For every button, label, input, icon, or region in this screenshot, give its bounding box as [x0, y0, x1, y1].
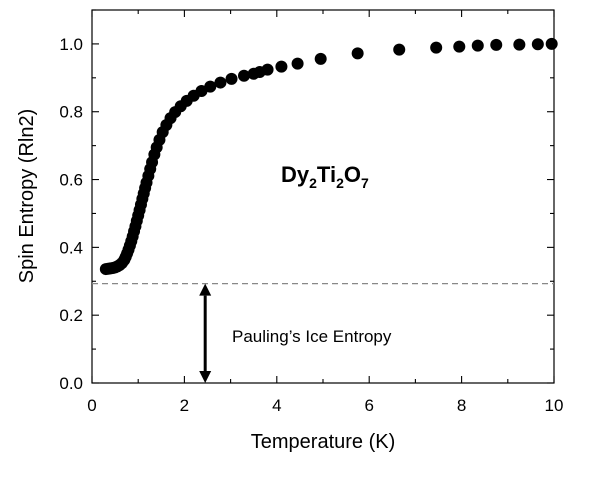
- x-tick-label: 0: [87, 396, 96, 415]
- y-axis-label: Spin Entropy (Rln2): [16, 109, 38, 284]
- compound-sub-3: 7: [361, 175, 369, 191]
- data-point: [453, 40, 466, 53]
- data-point: [225, 72, 238, 85]
- y-tick-label: 0.8: [59, 103, 83, 122]
- axis-tick-labels: 0 2 4 6 8 10 0.0 0.2 0.4 0.6 0.8 1.0: [59, 35, 563, 415]
- compound-sub-2: 2: [336, 175, 344, 191]
- data-point: [314, 52, 327, 65]
- y-tick-label: 1.0: [59, 35, 83, 54]
- axis-ticks: [91, 9, 555, 384]
- data-point: [204, 80, 217, 93]
- data-point: [513, 38, 526, 51]
- data-point: [393, 43, 406, 56]
- x-tick-label: 2: [180, 396, 189, 415]
- y-tick-label: 0.0: [59, 374, 83, 393]
- y-tick-label: 0.2: [59, 306, 83, 325]
- data-point: [490, 38, 503, 51]
- data-points: [99, 37, 558, 276]
- compound-ti: Ti: [317, 162, 336, 187]
- x-tick-label: 6: [364, 396, 373, 415]
- data-point: [471, 39, 484, 52]
- data-point: [430, 41, 443, 54]
- data-point: [261, 63, 274, 76]
- entropy-gap-arrow: [199, 283, 212, 383]
- data-point: [351, 47, 364, 60]
- y-tick-label: 0.4: [59, 238, 83, 257]
- data-point: [545, 37, 558, 50]
- compound-dy: Dy: [281, 162, 310, 187]
- x-tick-label: 10: [545, 396, 564, 415]
- x-tick-label: 4: [272, 396, 281, 415]
- pauling-annotation: Pauling’s Ice Entropy: [232, 327, 392, 346]
- data-point: [291, 57, 304, 70]
- data-point: [531, 38, 544, 51]
- arrow-head-down: [199, 371, 212, 383]
- data-point: [237, 69, 250, 82]
- compound-label: Dy2Ti2O7: [281, 162, 369, 191]
- x-tick-label: 8: [457, 396, 466, 415]
- data-point: [275, 60, 288, 73]
- x-axis-label: Temperature (K): [251, 431, 396, 453]
- compound-sub-1: 2: [309, 175, 317, 191]
- y-tick-label: 0.6: [59, 171, 83, 190]
- data-point: [214, 76, 227, 89]
- arrow-head-up: [199, 283, 212, 296]
- compound-o: O: [344, 162, 361, 187]
